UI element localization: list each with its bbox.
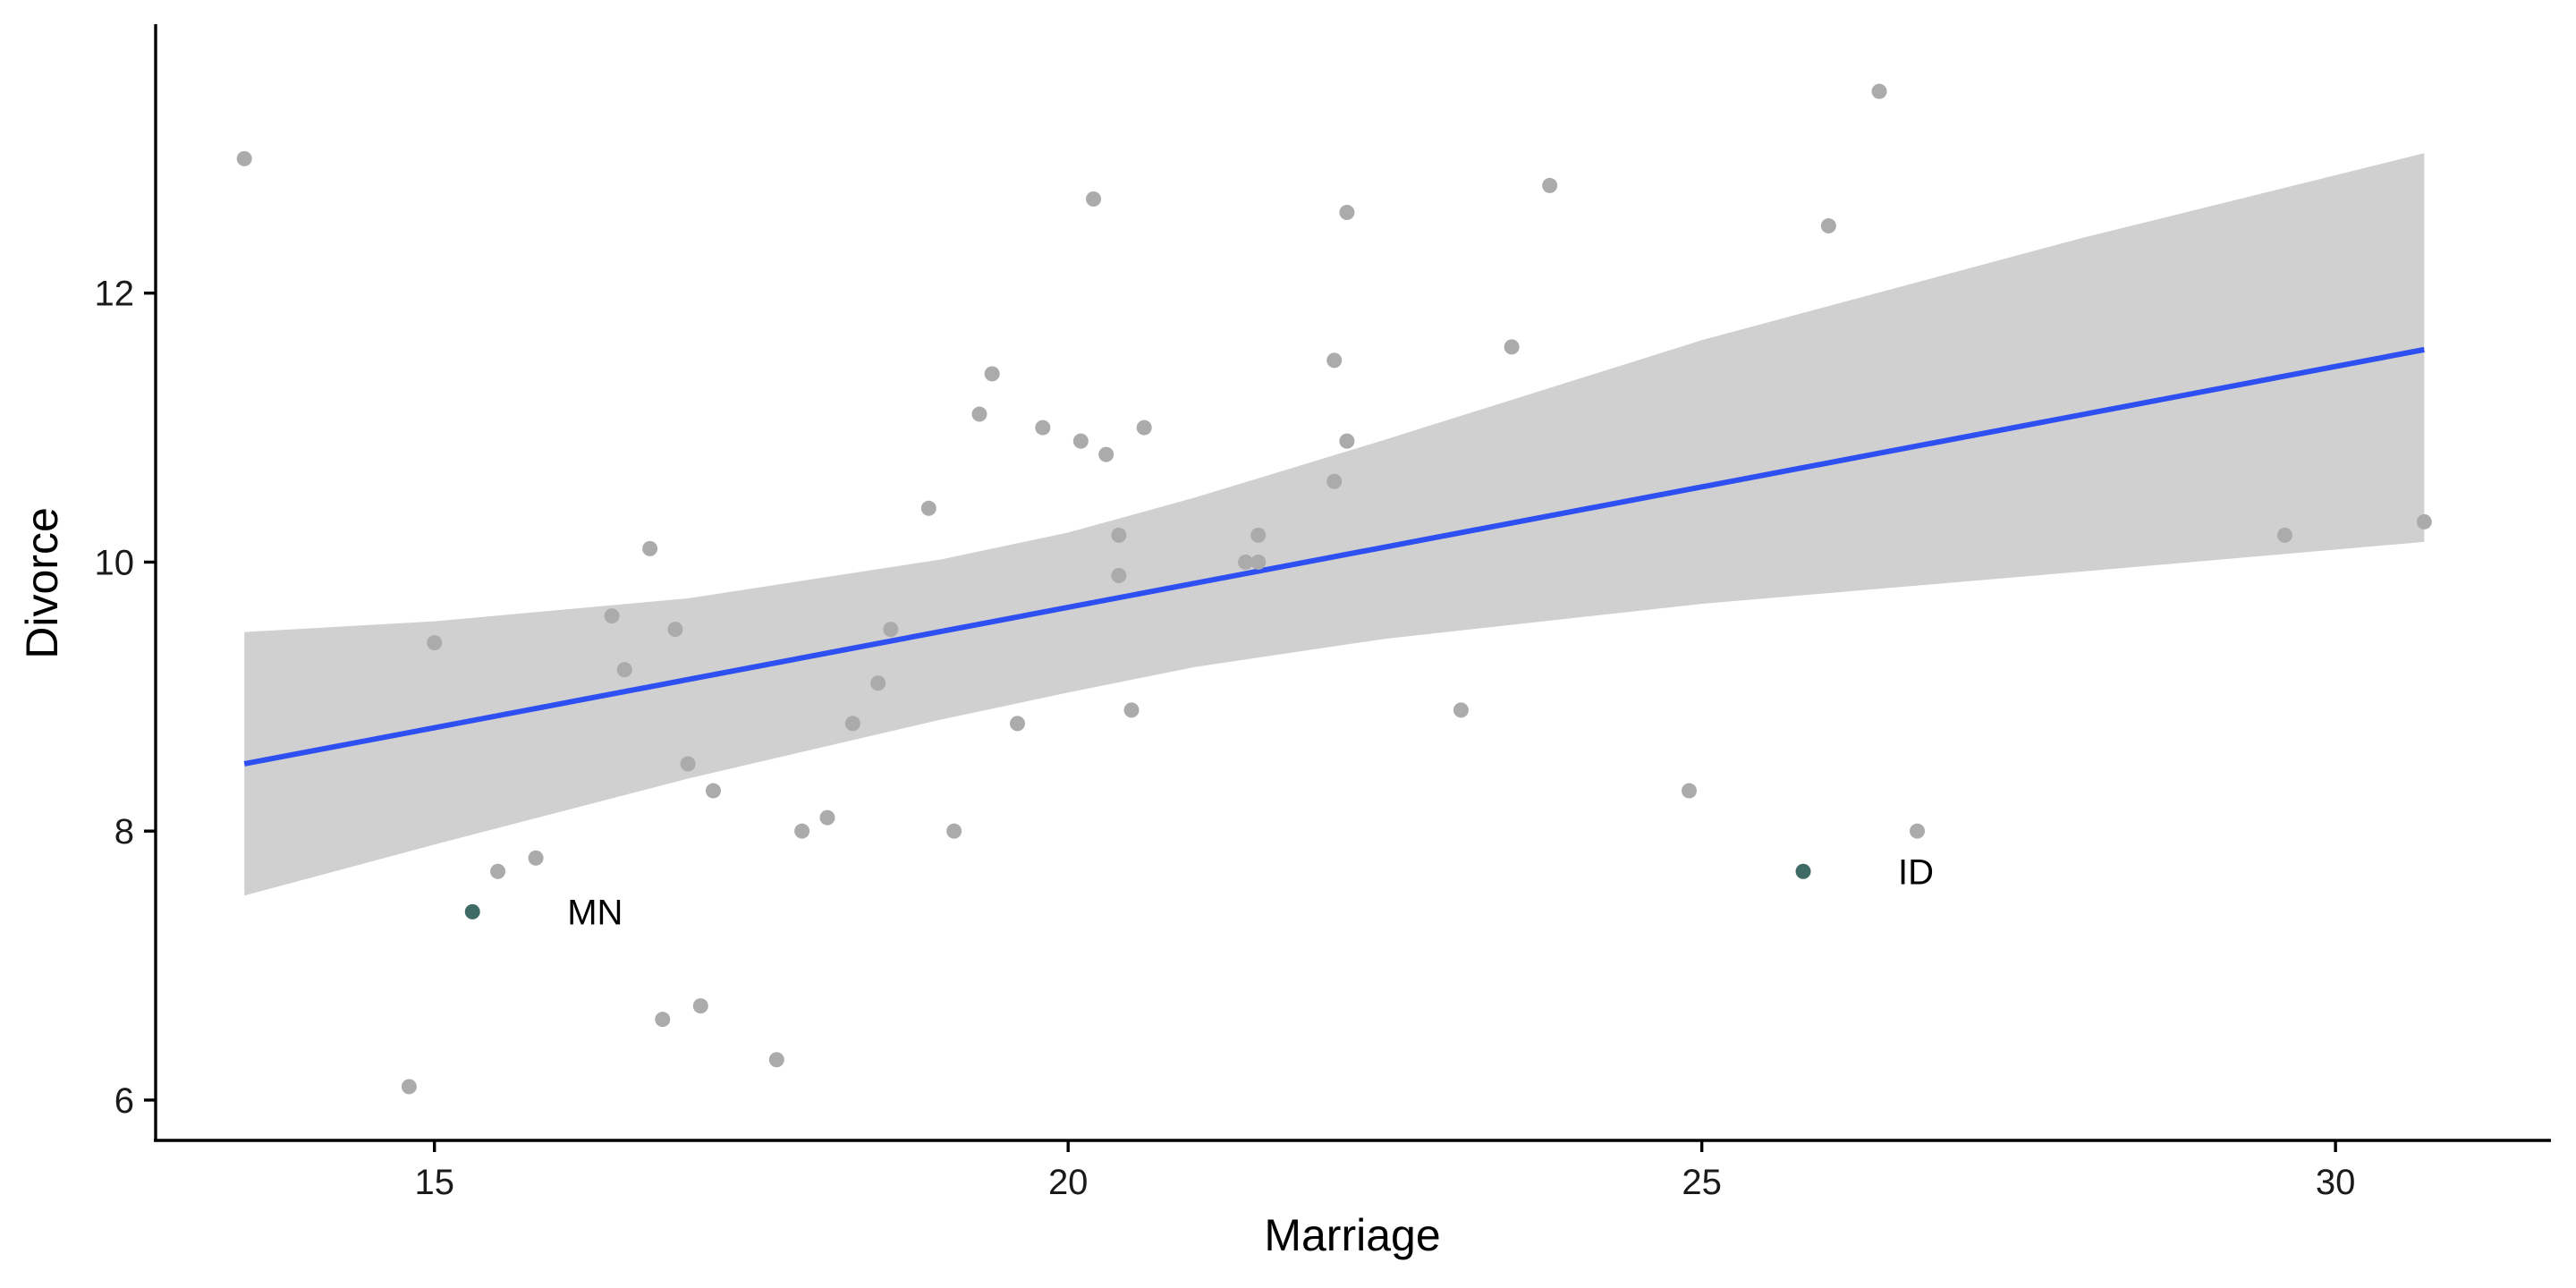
x-tick-label: 30: [2316, 1163, 2356, 1202]
data-point: [1238, 554, 1254, 570]
point-label-id: ID: [1898, 852, 1934, 892]
data-point: [946, 823, 962, 839]
data-point: [692, 998, 708, 1014]
data-point: [870, 675, 886, 691]
confidence-band: [244, 153, 2425, 896]
x-tick-label: 20: [1048, 1163, 1089, 1202]
x-axis-title: Marriage: [1264, 1210, 1440, 1260]
data-point: [1339, 433, 1355, 449]
data-point: [1326, 473, 1343, 489]
data-point: [427, 635, 443, 651]
data-point: [604, 608, 620, 624]
data-point: [971, 406, 987, 422]
data-point: [819, 809, 835, 826]
data-point: [883, 622, 899, 638]
trend-line-layer: [243, 346, 2425, 767]
y-tick-label: 12: [95, 275, 135, 314]
point-labels-layer: MN ID: [567, 852, 1934, 932]
data-point: [1035, 419, 1051, 436]
data-point: [1681, 783, 1697, 799]
data-point: [1010, 716, 1026, 732]
data-point: [1820, 218, 1836, 234]
data-point: [1136, 419, 1152, 436]
points-layer: [236, 83, 2432, 1095]
data-point: [920, 500, 936, 516]
highlighted-point-mn: [464, 903, 480, 919]
data-point: [1250, 527, 1267, 543]
data-point: [1339, 205, 1355, 221]
data-point: [528, 850, 544, 866]
data-point: [1123, 702, 1140, 718]
x-tick-label: 15: [414, 1163, 454, 1202]
y-axis-title: Divorce: [17, 507, 67, 658]
data-point: [844, 716, 860, 732]
data-point: [794, 823, 810, 839]
data-point: [2276, 527, 2292, 543]
data-point: [705, 783, 721, 799]
data-point: [984, 366, 1000, 382]
y-tick-label: 6: [114, 1081, 134, 1121]
x-tick-label: 25: [1682, 1163, 1722, 1202]
point-label-mn: MN: [567, 893, 623, 932]
y-tick-label: 8: [114, 812, 134, 852]
trend-line: [243, 346, 2425, 767]
y-tick-label: 10: [95, 543, 135, 582]
data-point: [642, 540, 658, 556]
data-point: [1871, 83, 1887, 99]
data-point: [2416, 513, 2432, 530]
data-point: [1111, 527, 1127, 543]
data-point: [616, 662, 632, 678]
data-point: [667, 622, 683, 638]
data-point: [1098, 446, 1114, 462]
data-point: [236, 150, 252, 166]
data-point: [1086, 191, 1102, 207]
data-point: [1250, 554, 1267, 570]
data-point: [1326, 352, 1343, 369]
data-point: [1504, 339, 1520, 355]
ticks-layer: 15 20 25 30 6 8 10 12: [95, 275, 2356, 1202]
data-point: [1111, 567, 1127, 583]
data-point: [401, 1079, 417, 1095]
confidence-band-layer: [244, 153, 2425, 896]
data-point: [1542, 177, 1558, 193]
axes: [154, 24, 2551, 1142]
data-point: [1072, 433, 1089, 449]
data-point: [1453, 702, 1469, 718]
data-point: [1910, 823, 1926, 839]
data-point: [490, 863, 506, 879]
data-point: [768, 1052, 784, 1068]
data-point: [655, 1012, 671, 1028]
highlighted-point-id: [1795, 863, 1811, 879]
data-point: [680, 756, 696, 772]
